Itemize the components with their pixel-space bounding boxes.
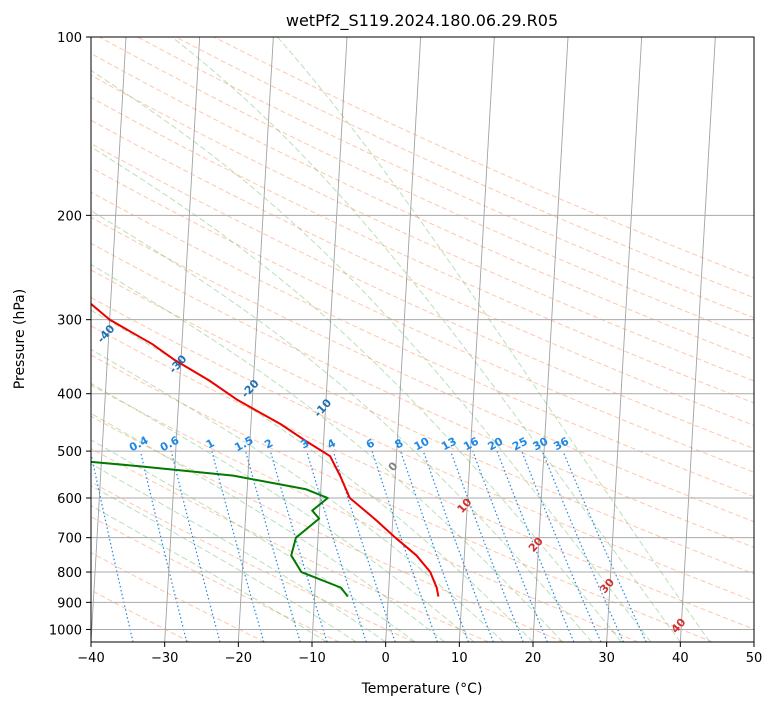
isotherm-line: [91, 37, 127, 642]
isotherm-line: [385, 37, 422, 642]
moist-adiabat-line: [91, 348, 504, 642]
x-tick-label: −40: [77, 651, 104, 666]
x-tick-label: 20: [525, 651, 542, 666]
isotherm-line: [458, 37, 495, 642]
y-tick-label: 600: [57, 492, 82, 507]
mixing-ratio-line: [139, 450, 188, 642]
isotherm-line: [237, 37, 274, 642]
y-tick-label: 800: [57, 566, 82, 581]
mixing-ratio-line: [450, 450, 524, 642]
mixing-ratio-line: [371, 450, 438, 642]
moist-adiabat-line: [171, 37, 681, 642]
moist-adiabat-line: [91, 146, 622, 642]
mixing-ratio-label: 30: [531, 435, 551, 454]
mixing-ratio-line: [245, 450, 301, 642]
dry-adiabat-line: [99, 37, 754, 339]
mixing-ratio-line: [91, 450, 134, 642]
y-tick-label: 900: [57, 596, 82, 611]
mixing-ratio-line: [472, 450, 548, 642]
x-tick-label: −30: [151, 651, 178, 666]
mixing-ratio-line: [400, 450, 470, 642]
x-tick-label: 40: [672, 651, 689, 666]
dry-adiabat-line: [91, 481, 415, 642]
mixing-ratio-label: 36: [551, 434, 571, 453]
y-tick-label: 400: [57, 388, 82, 403]
mixing-ratio-line: [541, 450, 624, 642]
dry-adiabat-line: [91, 589, 191, 642]
y-tick-label: 100: [57, 31, 82, 46]
y-tick-label: 500: [57, 445, 82, 460]
mixing-ratio-line: [422, 450, 494, 642]
dry-adiabat-line: [91, 516, 340, 642]
moist-adiabat-line: [91, 463, 386, 642]
mixing-ratio-line: [170, 450, 221, 642]
dry-adiabat-line: [91, 269, 754, 575]
y-tick-label: 200: [57, 209, 82, 224]
x-tick-label: 10: [451, 651, 468, 666]
plot-frame: [90, 36, 755, 643]
mixing-ratio-line: [496, 450, 575, 642]
moist-adiabat-line: [91, 382, 475, 642]
moist-adiabat-line: [277, 37, 711, 642]
dry-adiabat-line: [91, 216, 754, 523]
y-axis-title: Pressure (hPa): [12, 289, 28, 389]
mixing-ratio-line: [269, 450, 328, 642]
dry-adiabat-line: [175, 37, 754, 299]
dry-adiabat-line: [91, 52, 754, 360]
dewpoint-line: [91, 460, 349, 598]
mixing-ratio-line: [562, 450, 647, 642]
y-tick-label: 1000: [49, 623, 82, 638]
isotherm-line: [606, 37, 643, 642]
mixing-ratio-label: 16: [461, 435, 481, 454]
mixing-ratio-line: [306, 450, 367, 642]
dry-adiabat-line: [91, 354, 713, 642]
axes: −40 −30 −20 −10 0 10 20 30 40 50 100 200 300 400 500 60…: [49, 31, 762, 666]
moist-adiabat-line: [91, 263, 563, 642]
x-tick-label: −20: [225, 651, 252, 666]
chart-title: wetPf2_S119.2024.180.06.29.R05: [286, 11, 558, 31]
x-tick-label: 0: [382, 651, 390, 666]
isotherm-line: [164, 37, 201, 642]
moist-adiabat-line: [91, 439, 416, 642]
moist-adiabat-line: [91, 505, 327, 642]
mixing-ratio-label: 13: [439, 435, 459, 454]
dry-adiabat-line: [91, 325, 754, 630]
mixing-ratio-label: 10: [412, 435, 432, 454]
dry-adiabat-line: [137, 37, 754, 319]
dry-adiabat-line: [91, 448, 489, 642]
isotherm-line: [532, 37, 569, 642]
dry-adiabat-line: [91, 191, 754, 498]
isotherm-line: [311, 37, 348, 642]
x-axis-title: Temperature (°C): [361, 681, 483, 697]
moist-adiabat-line: [91, 412, 445, 642]
x-tick-label: 50: [746, 651, 763, 666]
dry-adiabat-line: [91, 415, 564, 642]
mixing-ratio-line: [211, 450, 265, 642]
mixing-ratio-label: 25: [510, 435, 530, 454]
temperature-line: [91, 302, 440, 597]
mixing-ratio-line: [521, 450, 602, 642]
plot-area: [91, 37, 754, 642]
moist-adiabat-line: [91, 210, 593, 642]
mixing-ratio-label: 20: [486, 435, 506, 454]
y-tick-label: 700: [57, 532, 82, 547]
background-lines: [91, 37, 754, 642]
isotherm-line: [679, 37, 716, 642]
y-tick-label: 300: [57, 314, 82, 329]
grid-lines: [91, 37, 754, 642]
x-tick-label: −10: [298, 651, 325, 666]
dry-adiabat-line: [91, 242, 754, 548]
dry-adiabat-line: [91, 166, 754, 473]
data-series: [91, 302, 440, 598]
x-tick-label: 30: [598, 651, 615, 666]
